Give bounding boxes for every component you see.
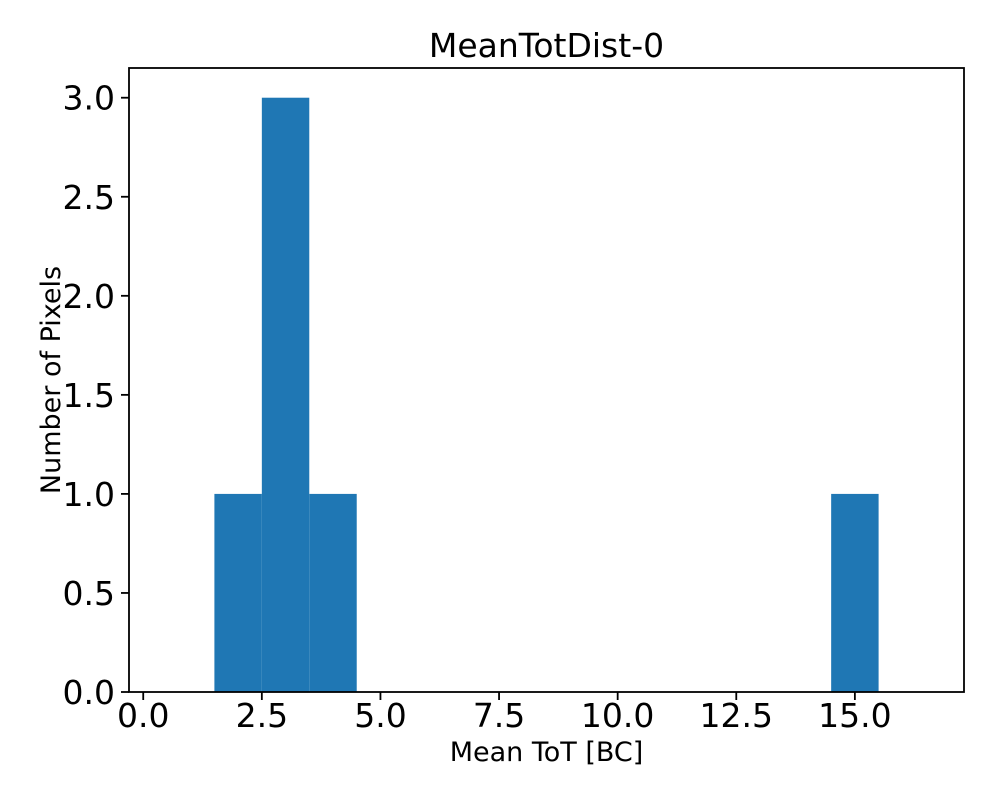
histogram-bar	[309, 493, 357, 692]
y-tick-label: 0.0	[63, 673, 115, 712]
y-tick-label: 0.5	[63, 574, 115, 613]
x-tick-label: 15.0	[818, 696, 891, 735]
x-tick-label: 7.5	[473, 696, 525, 735]
x-tick-label: 12.5	[700, 696, 773, 735]
axes-spines	[128, 67, 965, 693]
x-tick-label: 5.0	[354, 696, 406, 735]
y-tick-label: 3.0	[63, 79, 115, 118]
y-axis-label: Number of Pixels	[36, 266, 67, 494]
histogram-bar	[261, 97, 310, 692]
histogram-bar	[214, 493, 262, 692]
histogram-bar	[831, 493, 879, 692]
x-axis-label: Mean ToT [BC]	[450, 737, 644, 768]
x-tick-label: 0.0	[117, 696, 169, 735]
y-tick-label: 2.5	[63, 178, 115, 217]
x-tick-label: 10.0	[581, 696, 654, 735]
y-tick-label: 2.0	[63, 277, 115, 316]
y-tick-label: 1.0	[63, 475, 115, 514]
y-tick-label: 1.5	[63, 376, 115, 415]
chart-title: MeanTotDist-0	[429, 26, 664, 65]
x-tick-label: 2.5	[236, 696, 288, 735]
